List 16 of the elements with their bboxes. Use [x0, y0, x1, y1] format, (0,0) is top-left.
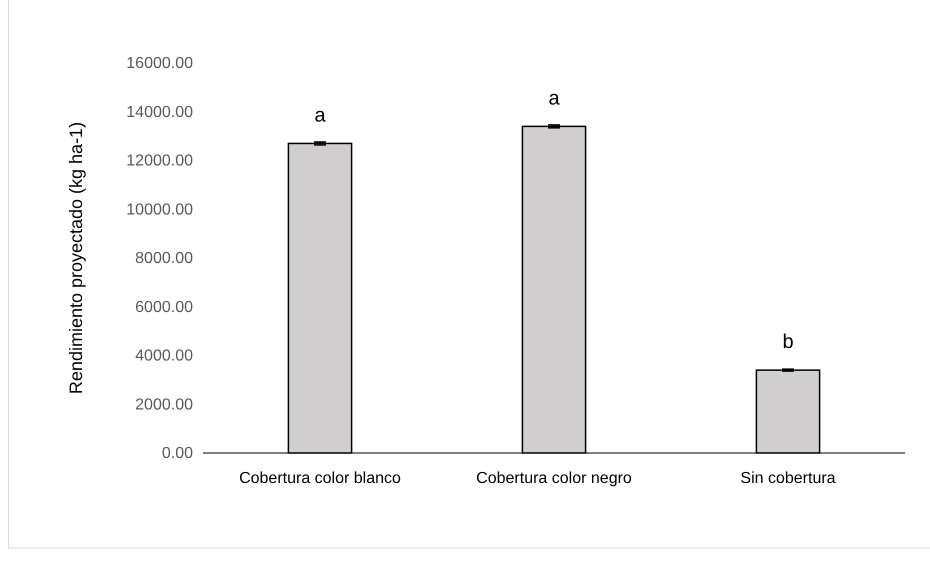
- y-tick-label: 2000.00: [135, 396, 194, 414]
- x-tick-label: Sin cobertura: [740, 470, 836, 487]
- annotation: a: [548, 87, 560, 110]
- y-axis-title: Rendimiento proyectado (kg ha-1): [66, 122, 86, 394]
- x-tick-label: Cobertura color negro: [476, 470, 632, 487]
- y-tick-label: 14000.00: [126, 104, 194, 121]
- y-tick-label: 4000.00: [135, 348, 194, 365]
- y-tick-label: 12000.00: [126, 152, 194, 170]
- y-tick-label: 10000.00: [126, 201, 194, 218]
- annotation: b: [782, 331, 794, 354]
- y-tick-label: 0.00: [162, 445, 194, 462]
- y-tick-label: 16000.00: [126, 55, 194, 72]
- annotation: a: [314, 104, 326, 126]
- y-tick-label: 8000.00: [135, 250, 194, 268]
- y-tick-label: 6000.00: [135, 298, 194, 316]
- x-tick-label: Cobertura color blanco: [239, 470, 402, 487]
